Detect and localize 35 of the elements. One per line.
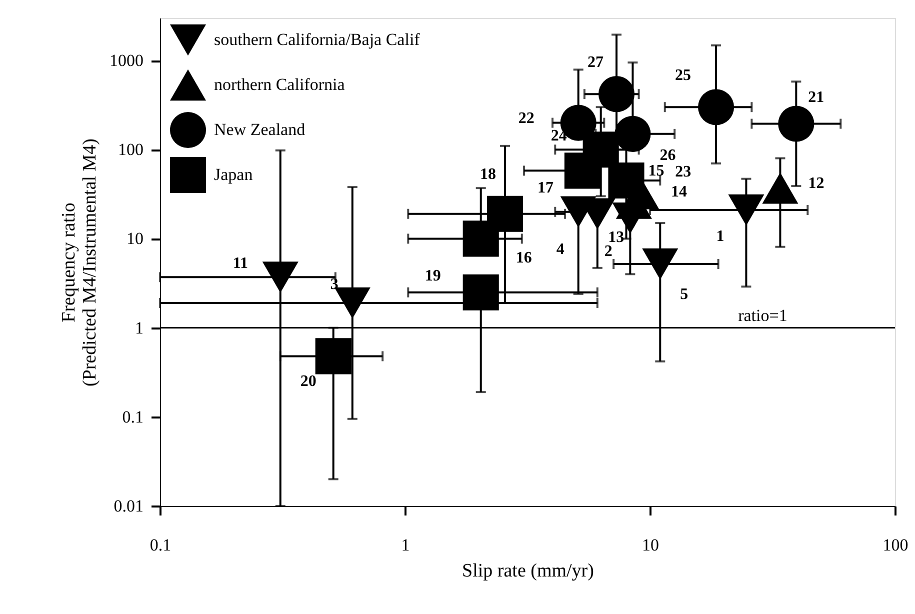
annotation: 16 bbox=[516, 250, 532, 267]
legend-label: northern California bbox=[214, 75, 346, 94]
annotation: 11 bbox=[232, 255, 248, 272]
y-tick-label: 1 bbox=[135, 318, 144, 338]
legend-label: Japan bbox=[214, 165, 254, 184]
x-tick-label: 100 bbox=[882, 536, 908, 554]
x-tick-label: 0.1 bbox=[150, 536, 172, 554]
x-tick-label: 1 bbox=[401, 536, 410, 554]
y-tick-label: 1000 bbox=[110, 51, 144, 70]
annotation: 25 bbox=[675, 67, 692, 84]
annotation: 20 bbox=[300, 373, 316, 390]
annotation: 1 bbox=[716, 228, 724, 245]
annotation: 23 bbox=[675, 164, 692, 181]
legend-label: southern California/Baja Calif bbox=[214, 30, 420, 49]
annotation: 12 bbox=[808, 175, 824, 192]
ref-line-label: ratio=1 bbox=[738, 306, 788, 325]
annotation: 15 bbox=[648, 162, 664, 180]
annotation: 5 bbox=[680, 286, 688, 304]
y-tick-label: 0.1 bbox=[122, 407, 144, 426]
annotation: 17 bbox=[537, 180, 554, 197]
annotation: 19 bbox=[424, 267, 441, 284]
annotation: 21 bbox=[808, 88, 824, 106]
annotation: 14 bbox=[670, 183, 687, 200]
y-tick-label: 10 bbox=[126, 229, 144, 248]
x-tick-label: 10 bbox=[642, 536, 659, 554]
y-axis-title: Frequency ratio (Predicted M4/Instrumental M4) bbox=[58, 138, 100, 387]
annotation: 26 bbox=[660, 146, 676, 164]
y-tick-label: 0.01 bbox=[114, 496, 144, 516]
legend-label: New Zealand bbox=[214, 120, 306, 139]
y-tick-label: 100 bbox=[118, 140, 144, 160]
annotation: 18 bbox=[480, 166, 496, 183]
x-axis-title: Slip rate (mm/yr) bbox=[462, 560, 594, 582]
annotation: 27 bbox=[588, 54, 604, 72]
annotation: 4 bbox=[556, 240, 564, 258]
annotation: 22 bbox=[518, 110, 534, 127]
